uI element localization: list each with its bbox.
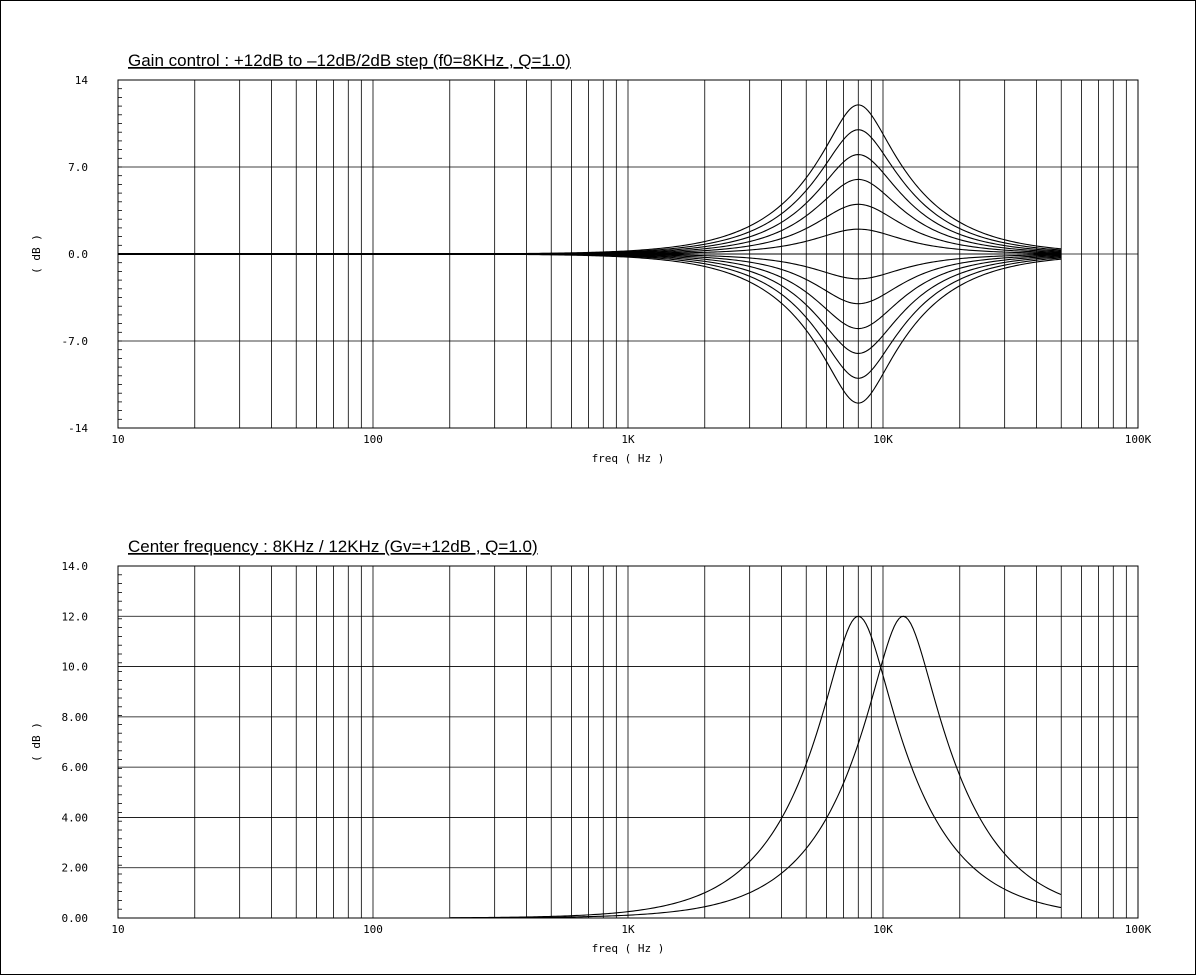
x-axis-label: freq ( Hz ) xyxy=(592,452,665,465)
y-tick-label: 10.0 xyxy=(62,661,89,674)
x-tick-label: 1K xyxy=(621,923,635,936)
series-line xyxy=(526,253,1062,305)
series-line xyxy=(526,253,1062,330)
x-tick-label: 10K xyxy=(873,433,893,446)
series-line xyxy=(449,615,1062,919)
y-tick-label: -7.0 xyxy=(62,335,89,348)
x-tick-label: 10 xyxy=(111,433,124,446)
series-line xyxy=(526,253,1062,404)
series-line xyxy=(526,253,1062,354)
y-tick-label: 8.00 xyxy=(62,711,89,724)
series-line xyxy=(526,203,1062,255)
y-tick-label: -14 xyxy=(68,422,88,435)
x-tick-label: 100K xyxy=(1125,923,1152,936)
y-axis-label: ( dB ) xyxy=(30,234,43,274)
series-line xyxy=(526,178,1062,255)
x-tick-label: 100 xyxy=(363,433,383,446)
x-tick-label: 1K xyxy=(621,433,635,446)
series-line xyxy=(526,104,1062,255)
chart-title: Gain control : +12dB to –12dB/2dB step (… xyxy=(128,51,571,70)
y-tick-label: 0.0 xyxy=(68,248,88,261)
series-line xyxy=(526,129,1062,255)
x-tick-label: 100K xyxy=(1125,433,1152,446)
x-tick-label: 10 xyxy=(111,923,124,936)
y-tick-label: 4.00 xyxy=(62,811,89,824)
chart-title: Center frequency : 8KHz / 12KHz (Gv=+12d… xyxy=(128,537,538,556)
y-axis-label: ( dB ) xyxy=(30,722,43,762)
series-line xyxy=(449,615,1062,919)
y-tick-label: 7.0 xyxy=(68,161,88,174)
x-axis-label: freq ( Hz ) xyxy=(592,942,665,955)
y-tick-label: 14.0 xyxy=(62,560,89,573)
y-tick-label: 6.00 xyxy=(62,761,89,774)
x-tick-label: 10K xyxy=(873,923,893,936)
series-line xyxy=(526,154,1062,255)
y-tick-label: 0.00 xyxy=(62,912,89,925)
series-line xyxy=(526,253,1062,379)
y-tick-label: 12.0 xyxy=(62,610,89,623)
y-tick-label: 14 xyxy=(75,74,89,87)
y-tick-label: 2.00 xyxy=(62,862,89,875)
x-tick-label: 100 xyxy=(363,923,383,936)
